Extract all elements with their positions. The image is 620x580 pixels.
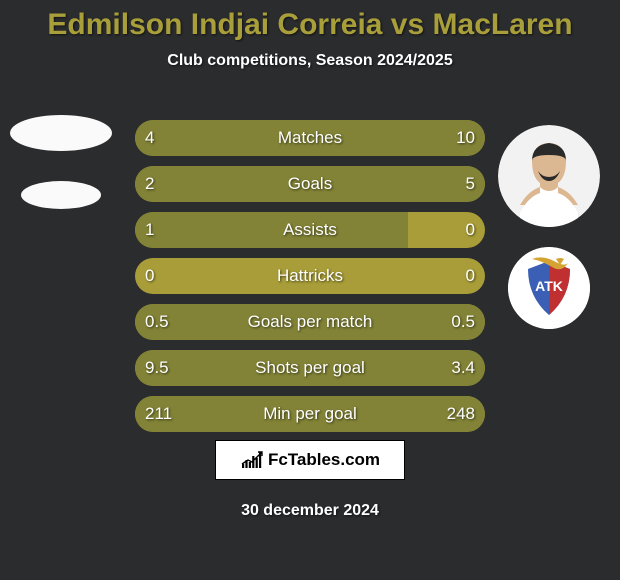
right-team-badge: ATK — [508, 247, 590, 329]
stat-row: Assists 1 0 — [135, 212, 485, 248]
person-icon — [498, 125, 600, 227]
svg-text:ATK: ATK — [535, 278, 563, 294]
bar-fill-right — [235, 166, 485, 202]
left-team-badge — [21, 181, 101, 209]
bar-fill-left — [135, 212, 408, 248]
left-player-column — [10, 115, 112, 239]
stat-value-left: 0 — [145, 266, 154, 286]
stat-value-left: 0.5 — [145, 312, 169, 332]
date: 30 december 2024 — [241, 502, 379, 520]
stat-row: Matches 4 10 — [135, 120, 485, 156]
stat-value-right: 0.5 — [451, 312, 475, 332]
stat-row: Goals per match 0.5 0.5 — [135, 304, 485, 340]
stat-label: Min per goal — [263, 404, 357, 424]
shield-icon: ATK — [508, 247, 590, 329]
stat-value-right: 248 — [447, 404, 475, 424]
subtitle: Club competitions, Season 2024/2025 — [0, 52, 620, 70]
stat-row: Min per goal 211 248 — [135, 396, 485, 432]
stat-value-right: 10 — [456, 128, 475, 148]
stat-row: Hattricks 0 0 — [135, 258, 485, 294]
stat-label: Goals per match — [248, 312, 373, 332]
stat-value-right: 0 — [466, 220, 475, 240]
comparison-title: Edmilson Indjai Correia vs MacLaren — [0, 0, 620, 42]
stats-bars: Matches410Goals25Assists10Hattricks00Goa… — [135, 120, 485, 442]
stat-label: Hattricks — [277, 266, 343, 286]
stat-row: Goals 2 5 — [135, 166, 485, 202]
right-player-avatar — [498, 125, 600, 227]
stat-label: Shots per goal — [255, 358, 365, 378]
stat-value-left: 4 — [145, 128, 154, 148]
bar-fill-right — [235, 120, 485, 156]
stat-label: Assists — [283, 220, 337, 240]
fctables-logo: FcTables.com — [215, 440, 405, 480]
stat-label: Matches — [278, 128, 342, 148]
stat-value-left: 2 — [145, 174, 154, 194]
stat-label: Goals — [288, 174, 332, 194]
stat-row: Shots per goal 9.5 3.4 — [135, 350, 485, 386]
stat-value-right: 3.4 — [451, 358, 475, 378]
bar-chart-icon — [240, 450, 264, 470]
stat-value-left: 9.5 — [145, 358, 169, 378]
left-player-avatar — [10, 115, 112, 151]
stat-value-right: 5 — [466, 174, 475, 194]
stat-value-right: 0 — [466, 266, 475, 286]
right-player-column: ATK — [498, 125, 600, 349]
logo-text: FcTables.com — [268, 450, 380, 470]
stat-value-left: 1 — [145, 220, 154, 240]
stat-value-left: 211 — [145, 404, 172, 424]
